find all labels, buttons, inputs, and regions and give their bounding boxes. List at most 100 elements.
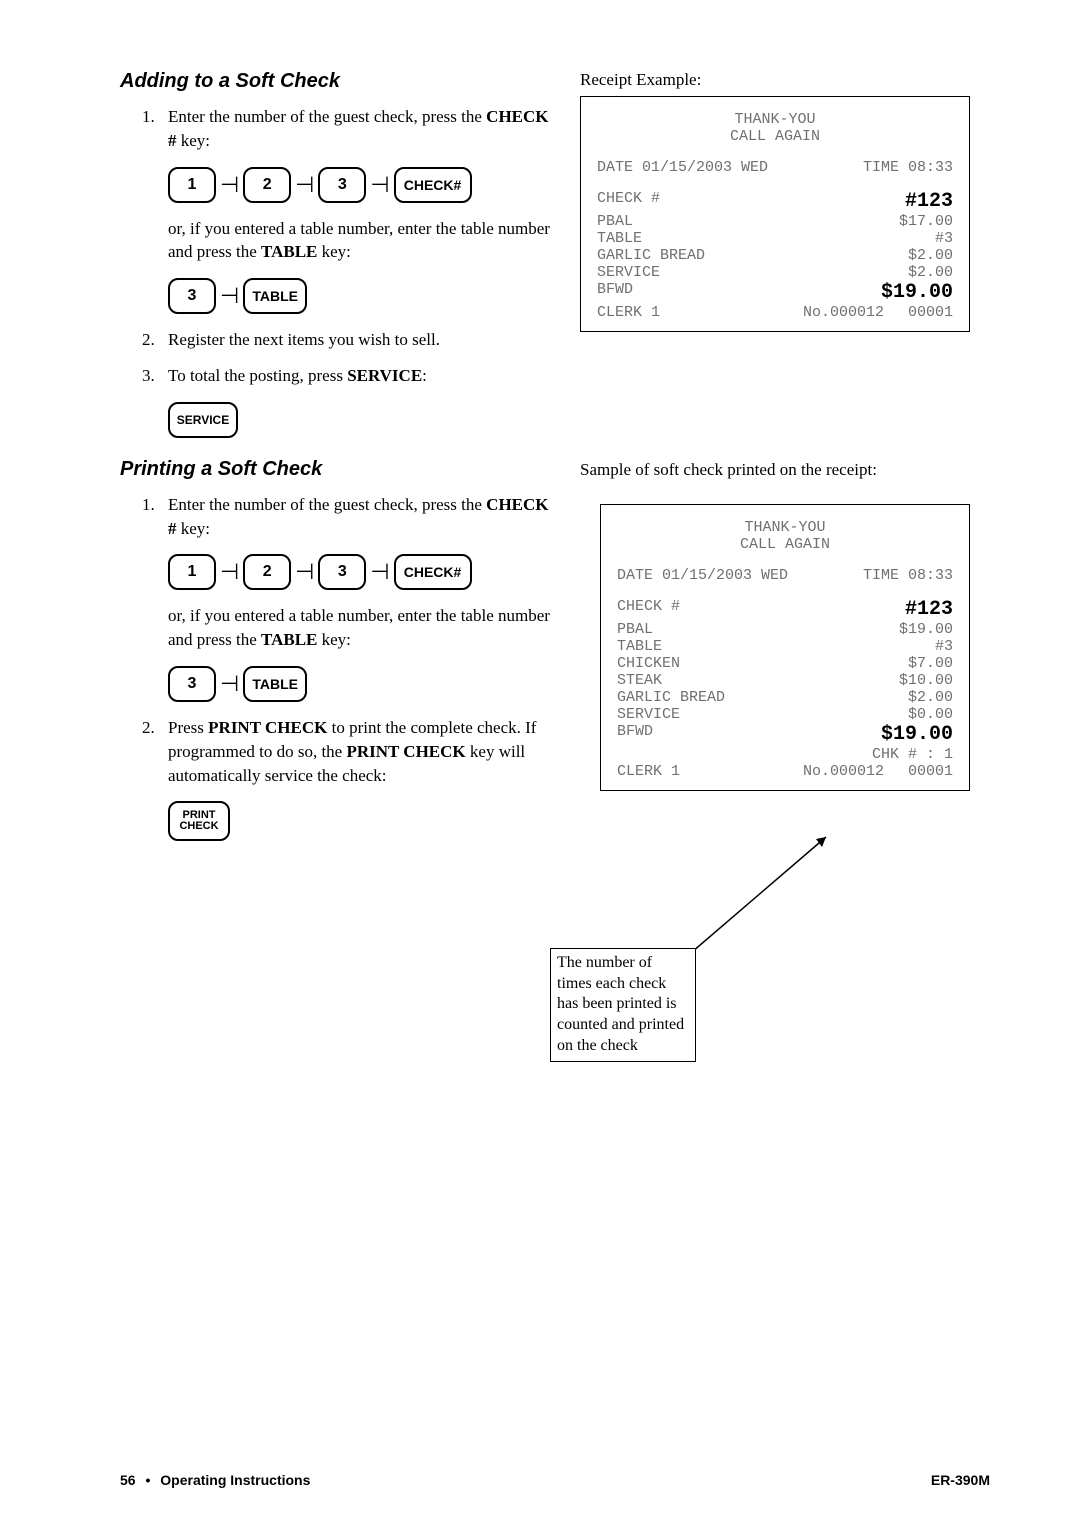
receipt-line: CHECK # #123 xyxy=(617,598,953,621)
receipt-seq: 00001 xyxy=(908,304,953,321)
receipt-item: CHECK # xyxy=(617,598,680,621)
key-sequence: 3 ⊣ TABLE xyxy=(168,666,550,702)
receipt-no: No.000012 xyxy=(803,763,884,780)
section-title: Adding to a Soft Check xyxy=(120,70,550,93)
item-number: 2. xyxy=(142,328,168,352)
page-footer: 56 • Operating Instructions ER-390M xyxy=(120,1472,990,1488)
receipt-item: PBAL xyxy=(597,213,633,230)
bold-text: TABLE xyxy=(261,242,317,261)
section-title: Printing a Soft Check xyxy=(120,458,550,481)
receipt-no: No.000012 xyxy=(803,304,884,321)
bullet-icon: • xyxy=(145,1472,150,1488)
item-text: Enter the number of the guest check, pre… xyxy=(168,495,486,514)
receipt-line: GARLIC BREAD $2.00 xyxy=(617,689,953,706)
text: key: xyxy=(317,630,351,649)
receipt-header: CALL AGAIN xyxy=(617,536,953,553)
footer-left: Operating Instructions xyxy=(160,1472,310,1488)
receipt-amount: $10.00 xyxy=(899,672,953,689)
receipt-chk-count: CHK # : 1 xyxy=(872,746,953,763)
key-print-check: PRINT CHECK xyxy=(168,801,230,841)
key-check: CHECK# xyxy=(394,554,472,590)
key-3: 3 xyxy=(168,666,216,702)
list-item: 2. Register the next items you wish to s… xyxy=(142,328,550,352)
key-table: TABLE xyxy=(243,278,307,314)
receipt-seq: 00001 xyxy=(908,763,953,780)
item-bold: PRINT CHECK xyxy=(346,742,465,761)
receipt-line: TABLE#3 xyxy=(617,638,953,655)
key-connector: ⊣ xyxy=(220,666,239,702)
item-text: To total the posting, press xyxy=(168,366,347,385)
key-connector: ⊣ xyxy=(220,278,239,314)
receipt-header: CALL AGAIN xyxy=(597,128,953,145)
item-bold: PRINT CHECK xyxy=(208,718,327,737)
receipt-line: PBAL$17.00 xyxy=(597,213,953,230)
receipt-amount: #123 xyxy=(905,190,953,213)
receipt-line: BFWD $19.00 xyxy=(617,723,953,746)
receipt-item: GARLIC BREAD xyxy=(617,689,725,706)
item-number: 1. xyxy=(142,493,168,541)
key-3: 3 xyxy=(318,167,366,203)
receipt-amount: $19.00 xyxy=(881,281,953,304)
receipt-item: GARLIC BREAD xyxy=(597,247,705,264)
page-number: 56 xyxy=(120,1472,136,1488)
receipt-time: TIME 08:33 xyxy=(863,567,953,584)
item-text: Enter the number of the guest check, pre… xyxy=(168,107,486,126)
key-line: CHECK xyxy=(179,821,218,832)
key-table: TABLE xyxy=(243,666,307,702)
item-text: Press xyxy=(168,718,208,737)
receipt-line: GARLIC BREAD $2.00 xyxy=(597,247,953,264)
receipt-header: THANK-YOU xyxy=(597,111,953,128)
footer-right: ER-390M xyxy=(931,1472,990,1488)
receipt-amount: $2.00 xyxy=(908,689,953,706)
receipt-item: SERVICE xyxy=(597,264,660,281)
key-3: 3 xyxy=(168,278,216,314)
key-connector: ⊣ xyxy=(295,167,314,203)
receipt-time: TIME 08:33 xyxy=(863,159,953,176)
key-sequence: 1 ⊣ 2 ⊣ 3 ⊣ CHECK# xyxy=(168,554,550,590)
item-text: : xyxy=(422,366,427,385)
receipt-clerk: CLERK 1 xyxy=(597,304,660,321)
receipt-amount: #3 xyxy=(935,230,953,247)
key-1: 1 xyxy=(168,554,216,590)
item-number: 2. xyxy=(142,716,168,787)
receipt-header: THANK-YOU xyxy=(617,519,953,536)
receipt-item: STEAK xyxy=(617,672,662,689)
key-connector: ⊣ xyxy=(220,167,239,203)
list-item: 3. To total the posting, press SERVICE: xyxy=(142,364,550,388)
receipt-amount: $7.00 xyxy=(908,655,953,672)
receipt-amount: #123 xyxy=(905,598,953,621)
receipt-line: PBAL$19.00 xyxy=(617,621,953,638)
receipt-amount: $2.00 xyxy=(908,247,953,264)
key-2: 2 xyxy=(243,554,291,590)
item-bold: SERVICE xyxy=(347,366,422,385)
receipt-item: SERVICE xyxy=(617,706,680,723)
item-number: 3. xyxy=(142,364,168,388)
key-sequence: 1 ⊣ 2 ⊣ 3 ⊣ CHECK# xyxy=(168,167,550,203)
paragraph: or, if you entered a table number, enter… xyxy=(168,217,550,265)
item-text: key: xyxy=(177,131,211,150)
text: or, if you entered a table number, enter… xyxy=(168,219,550,262)
text: or, if you entered a table number, enter… xyxy=(168,606,550,649)
key-connector: ⊣ xyxy=(220,554,239,590)
key-1: 1 xyxy=(168,167,216,203)
key-3: 3 xyxy=(318,554,366,590)
key-2: 2 xyxy=(243,167,291,203)
paragraph: or, if you entered a table number, enter… xyxy=(168,604,550,652)
receipt-item: BFWD xyxy=(617,723,653,746)
key-connector: ⊣ xyxy=(370,554,389,590)
item-text: Register the next items you wish to sell… xyxy=(168,328,550,352)
list-item: 1. Enter the number of the guest check, … xyxy=(142,105,550,153)
bold-text: TABLE xyxy=(261,630,317,649)
receipt-line: STEAK $10.00 xyxy=(617,672,953,689)
receipt-label: Receipt Example: xyxy=(580,70,970,90)
receipt-amount: $19.00 xyxy=(881,723,953,746)
receipt-line: TABLE#3 xyxy=(597,230,953,247)
key-sequence: 3 ⊣ TABLE xyxy=(168,278,550,314)
receipt-item: TABLE xyxy=(617,638,662,655)
key-service: SERVICE xyxy=(168,402,238,438)
text: key: xyxy=(317,242,351,261)
receipt-date: DATE 01/15/2003 WED xyxy=(617,567,788,584)
receipt-item: CHICKEN xyxy=(617,655,680,672)
receipt-amount: $2.00 xyxy=(908,264,953,281)
receipt-line: SERVICE$0.00 xyxy=(617,706,953,723)
